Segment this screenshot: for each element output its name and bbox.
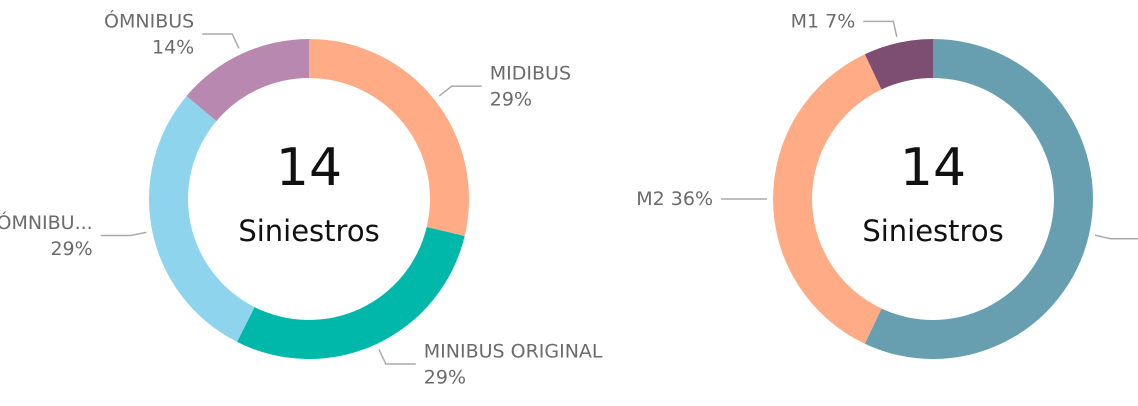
slice-label: ÓMNIBU... [0,210,93,234]
leader-line [438,85,482,97]
slice [186,38,309,122]
leader-line [863,20,898,38]
slice-value-label: 36% [671,188,713,210]
slice-value-label: 29% [490,89,532,111]
slice [773,54,882,344]
slice-category: M2 [636,188,664,210]
leader-line [378,349,416,365]
slice-value-label: 7% [825,10,855,32]
leader-line [202,33,240,49]
slice [148,95,255,342]
slice-value-label: 29% [424,367,466,389]
center-value: 14 [900,138,966,198]
slice-category: M1 [791,10,819,32]
slice [309,39,469,236]
slice [864,39,1093,360]
leader-line [100,231,147,237]
slice-label: M1 7% [791,10,856,32]
leader-line [1094,234,1138,240]
slice-value-label: 14% [152,36,194,58]
slice-value-label: 29% [50,238,92,260]
center-label: Siniestros [862,214,1003,248]
slice-label: ÓMNIBUS [104,8,194,32]
slice-label: M2 36% [636,188,713,210]
slice [864,39,933,90]
center-label: Siniestros [238,214,379,248]
center-value: 14 [276,138,342,198]
slice-label: MIDIBUS [490,63,571,85]
slice [237,226,465,359]
slice-label: MINIBUS ORIGINAL [424,341,603,363]
